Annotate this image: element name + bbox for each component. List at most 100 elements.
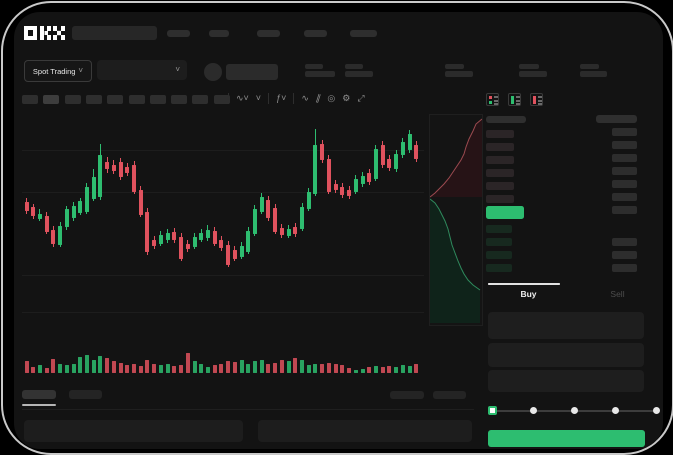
candle bbox=[239, 246, 244, 257]
candle bbox=[145, 212, 150, 252]
bid-row[interactable] bbox=[486, 225, 512, 233]
volume-chart bbox=[14, 12, 475, 449]
volume-bar bbox=[226, 361, 231, 373]
interval-button-6[interactable] bbox=[128, 95, 145, 104]
candle bbox=[172, 232, 177, 240]
indicators-icon[interactable]: ƒ˅ bbox=[276, 93, 287, 103]
line-tool-icon[interactable]: ∿ bbox=[301, 92, 309, 103]
candle bbox=[78, 201, 83, 213]
book-amount-cell bbox=[612, 251, 637, 259]
search-box-placeholder[interactable] bbox=[72, 26, 157, 40]
candle bbox=[51, 230, 56, 244]
okx-logo[interactable]: OKX bbox=[24, 26, 66, 40]
volume-bar bbox=[158, 365, 163, 373]
nav-item-2[interactable] bbox=[209, 30, 229, 37]
market-type-label: Spot Trading bbox=[32, 66, 76, 76]
nav-item-4[interactable] bbox=[304, 30, 327, 37]
order-input-1[interactable] bbox=[488, 312, 644, 339]
interval-button-1[interactable] bbox=[22, 95, 38, 104]
bid-row[interactable] bbox=[486, 238, 512, 246]
orders-tab-2[interactable] bbox=[69, 390, 102, 399]
volume-bar bbox=[367, 367, 372, 373]
bid-row[interactable] bbox=[486, 264, 512, 272]
candle bbox=[64, 209, 69, 227]
price-chart[interactable] bbox=[14, 12, 475, 449]
interval-button-2[interactable] bbox=[43, 95, 60, 104]
ask-row[interactable] bbox=[486, 130, 514, 138]
ask-row[interactable] bbox=[486, 143, 514, 151]
chart-style-icon[interactable]: ∿˅ bbox=[236, 92, 249, 103]
candle bbox=[360, 176, 365, 184]
candle bbox=[71, 206, 76, 218]
interval-button-4[interactable] bbox=[85, 95, 102, 104]
nav-item-5[interactable] bbox=[350, 30, 377, 37]
pair-selector[interactable]: ˅ bbox=[97, 60, 187, 80]
volume-bar bbox=[407, 366, 412, 373]
candle bbox=[158, 235, 163, 244]
ask-row[interactable] bbox=[486, 156, 514, 164]
order-input-3[interactable] bbox=[488, 370, 644, 392]
candle bbox=[138, 190, 143, 215]
volume-bar bbox=[105, 358, 110, 373]
interval-button-9[interactable] bbox=[192, 95, 209, 104]
book-amount-cell bbox=[612, 193, 637, 201]
candle bbox=[212, 231, 217, 244]
candle bbox=[353, 179, 358, 192]
volume-bar bbox=[286, 361, 291, 373]
interval-button-7[interactable] bbox=[149, 95, 166, 104]
interval-button-3[interactable] bbox=[64, 95, 81, 104]
volume-bar bbox=[132, 364, 137, 373]
ask-row[interactable] bbox=[486, 195, 514, 203]
order-input-2[interactable] bbox=[488, 343, 644, 367]
book-view-bids-icon[interactable] bbox=[508, 93, 521, 106]
book-view-split-icon[interactable] bbox=[486, 93, 499, 106]
candle bbox=[286, 229, 291, 236]
market-type-selector[interactable]: Spot Trading ˅ bbox=[24, 60, 92, 82]
orders-tab-active[interactable] bbox=[22, 390, 56, 399]
compare-icon[interactable]: ˅ bbox=[255, 93, 262, 103]
divider bbox=[22, 409, 474, 410]
volume-bar bbox=[414, 364, 419, 373]
settings-gear-icon[interactable]: ⚙ bbox=[342, 92, 351, 103]
slider-stop-1[interactable] bbox=[530, 407, 537, 414]
volume-bar bbox=[172, 366, 177, 373]
volume-bar bbox=[84, 355, 89, 373]
coin-avatar[interactable] bbox=[204, 63, 222, 81]
book-view-asks-icon[interactable] bbox=[530, 93, 543, 106]
tab-buy[interactable]: Buy bbox=[520, 289, 537, 299]
last-price-bar[interactable] bbox=[486, 206, 524, 219]
candle bbox=[252, 209, 257, 234]
ask-row[interactable] bbox=[486, 169, 514, 177]
candle bbox=[24, 202, 29, 211]
orders-action-2[interactable] bbox=[433, 391, 466, 399]
volume-bar bbox=[125, 365, 130, 373]
gridline-2 bbox=[22, 275, 424, 276]
slider-stop-4[interactable] bbox=[653, 407, 660, 414]
interval-button-10[interactable] bbox=[213, 95, 230, 104]
nav-item-3[interactable] bbox=[257, 30, 280, 37]
bids-depth-area bbox=[430, 199, 480, 323]
interval-button-5[interactable] bbox=[107, 95, 124, 104]
bid-row[interactable] bbox=[486, 251, 512, 259]
candle bbox=[105, 162, 110, 169]
volume-bar bbox=[212, 365, 217, 373]
orders-action-1[interactable] bbox=[390, 391, 424, 399]
fullscreen-icon[interactable]: ⤢ bbox=[357, 92, 365, 103]
interval-button-8[interactable] bbox=[171, 95, 188, 104]
ask-row[interactable] bbox=[486, 182, 514, 190]
nav-item-1[interactable] bbox=[167, 30, 190, 37]
tab-sell[interactable]: Sell bbox=[610, 289, 625, 299]
asks-depth-area bbox=[430, 119, 482, 197]
volume-bar bbox=[353, 370, 358, 373]
snapshot-icon[interactable]: ◎ bbox=[327, 92, 336, 103]
chevron-down-icon: ˅ bbox=[78, 66, 84, 75]
slider-handle[interactable] bbox=[488, 406, 497, 415]
buy-submit-button[interactable] bbox=[488, 430, 645, 447]
volume-bar bbox=[293, 358, 298, 373]
slider-stop-3[interactable] bbox=[612, 407, 619, 414]
candle bbox=[259, 197, 264, 212]
slider-stop-2[interactable] bbox=[571, 407, 578, 414]
orders-tab-underline bbox=[22, 404, 56, 406]
depth-chart[interactable] bbox=[429, 114, 483, 326]
